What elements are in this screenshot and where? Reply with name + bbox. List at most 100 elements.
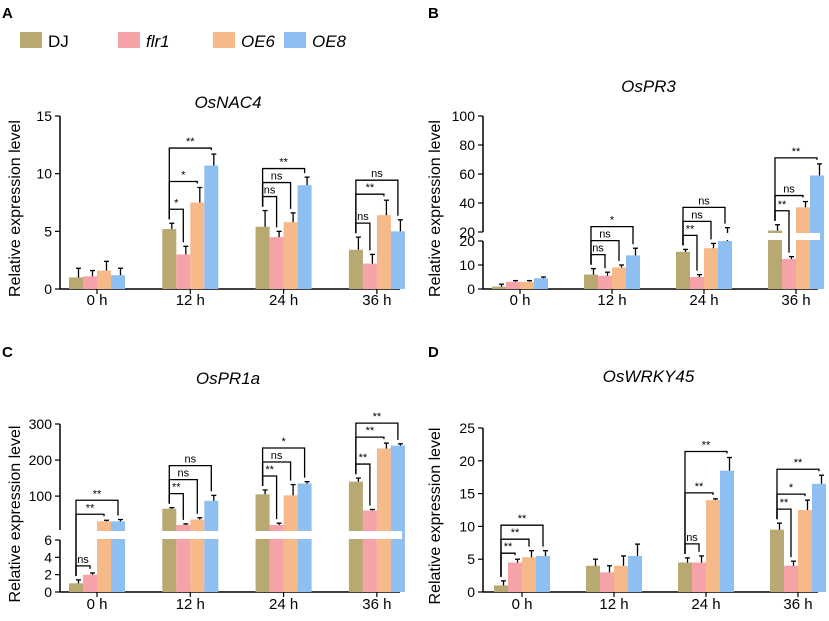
legend-swatch <box>20 32 42 48</box>
bar-OE8-24h <box>718 241 732 289</box>
significance-label: ** <box>279 157 288 169</box>
y-tick-label: 4 <box>44 549 52 565</box>
significance-label: ns <box>371 168 383 180</box>
y-tick-label: 0 <box>467 281 475 297</box>
bar-OE6-24h <box>706 500 720 592</box>
x-category-label: 36 h <box>781 292 810 309</box>
significance-label: * <box>174 197 179 209</box>
significance-bracket <box>500 524 544 577</box>
significance-bracket <box>684 450 728 554</box>
bar-flr1-24h <box>269 524 284 592</box>
bar-OE8-24h <box>720 470 734 592</box>
y-tick-label: 10 <box>459 257 475 273</box>
x-category-label: 12 h <box>599 596 628 613</box>
bar-DJ-36h <box>770 529 784 592</box>
bar-OE8-0h <box>111 275 125 289</box>
y-tick-label: 6 <box>44 532 52 548</box>
bar-OE6-24h <box>704 248 718 289</box>
significance-label: ns <box>184 454 196 466</box>
legend-swatch <box>118 32 140 48</box>
significance: ******ns********* <box>500 440 820 577</box>
bar-OE8-12h <box>204 165 219 289</box>
significance-label: * <box>610 215 615 227</box>
bar-OE8-12h <box>204 500 219 592</box>
bar-OE6-0h <box>97 270 111 289</box>
significance-label: ** <box>792 146 801 158</box>
bar-DJ-0h <box>494 585 508 592</box>
bar-flr1-12h <box>598 275 612 289</box>
bar-OE8-0h <box>536 555 550 592</box>
y-tick-label: 300 <box>29 416 53 432</box>
bar-OE8-0h <box>534 278 548 289</box>
axis-break-gap <box>477 233 820 240</box>
bar-flr1-36h <box>782 259 796 289</box>
significance-label: * <box>181 170 186 182</box>
significance-label: ** <box>366 182 375 194</box>
bar-OE6-36h <box>796 207 810 289</box>
legend-label: flr1 <box>146 32 170 51</box>
bar-OE6-12h <box>614 565 628 592</box>
bars <box>494 456 826 592</box>
y-tick-label: 5 <box>467 551 475 567</box>
legend-label: DJ <box>48 32 69 51</box>
x-category-label: 0 h <box>87 596 108 613</box>
legend-label: OE8 <box>312 32 347 51</box>
panel-C: C OsPR1a Relative expression level 02 46 100 2… <box>2 344 405 613</box>
significance-label: ** <box>366 425 375 437</box>
x-category-label: 24 h <box>691 596 720 613</box>
y-tick-label: 20 <box>459 233 475 249</box>
significance-label: ** <box>186 136 195 148</box>
legend: DJ flr1 OE6 OE8 <box>20 32 347 51</box>
significance-bracket <box>261 447 306 486</box>
bar-DJ-24h <box>678 562 692 592</box>
significance-label: ns <box>783 184 795 196</box>
bar-DJ-0h <box>69 583 83 592</box>
x-category-label: 36 h <box>362 292 391 309</box>
x-category-label: 24 h <box>269 596 298 613</box>
significance-label: ns <box>599 229 611 241</box>
y-tick-label: 40 <box>459 195 475 211</box>
y-tick-label: 15 <box>36 108 52 124</box>
bar-DJ-36h <box>348 249 363 289</box>
y-tick-label: 0 <box>44 584 52 600</box>
y-tick-label: 0 <box>467 584 475 600</box>
significance-label: * <box>281 436 286 448</box>
y-axis-label: Relative expression level <box>427 428 444 605</box>
y-tick-label: 10 <box>36 166 52 182</box>
bar-OE6-0h <box>520 281 534 289</box>
y-axis-label: Relative expression level <box>7 120 24 297</box>
significance-bracket <box>590 225 634 265</box>
bars <box>492 163 824 289</box>
axes: 0 10 20 40 60 80 100 20 0 h 12 h 24 h 36 h <box>452 108 818 309</box>
bar-DJ-12h <box>162 508 177 592</box>
significance-bracket <box>684 543 700 554</box>
significance-label: ns <box>698 195 710 207</box>
panel-letter: B <box>428 5 439 22</box>
significance-label: ** <box>265 464 274 476</box>
y-axis-label: Relative expression level <box>7 426 24 603</box>
panel-letter: D <box>428 344 439 361</box>
bar-DJ-12h <box>584 274 598 289</box>
y-tick-label: 20 <box>459 453 475 469</box>
bar-flr1-0h <box>506 281 520 289</box>
chart-title: OsPR3 <box>621 77 676 96</box>
significance-label: ns <box>271 171 283 183</box>
chart-title: OsPR1a <box>196 369 260 388</box>
significance-bracket <box>168 464 212 504</box>
axis-break-gap <box>54 531 402 539</box>
x-category-label: 0 h <box>87 292 108 309</box>
bar-DJ-0h <box>492 286 506 289</box>
bar-OE8-36h <box>390 231 405 289</box>
bar-OE8-36h <box>810 175 824 289</box>
bar-OE6-36h <box>798 510 812 592</box>
significance-bracket <box>261 167 306 207</box>
panel-letter: C <box>2 344 13 361</box>
significance-label: ns <box>357 211 369 223</box>
bars <box>69 442 405 592</box>
bar-flr1-12h <box>176 524 191 592</box>
axes: 0 5 10 15 20 25 0 h 12 h 24 h 36 h <box>459 420 818 613</box>
significance-bracket <box>168 147 212 220</box>
